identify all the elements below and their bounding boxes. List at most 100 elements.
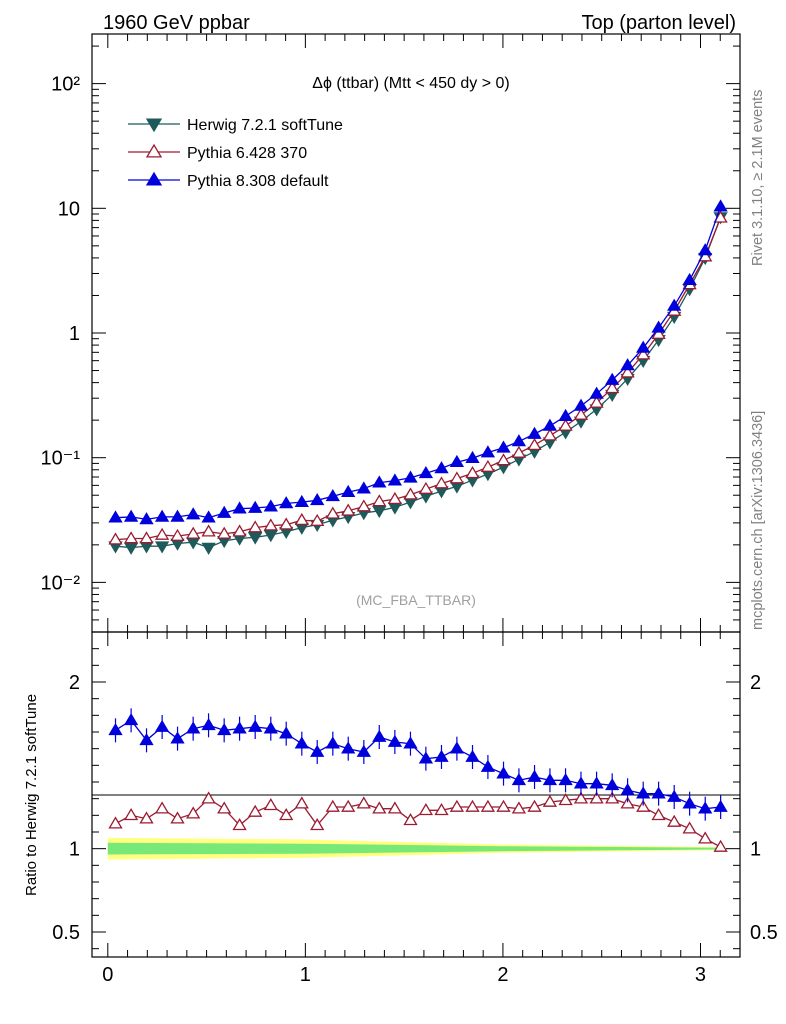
ratio-series-line: [115, 797, 721, 848]
ratio-data-point: [434, 803, 449, 816]
main-data-point: [387, 473, 403, 486]
ratio-data-point: [589, 791, 604, 804]
main-data-point: [573, 398, 589, 411]
main-data-point: [465, 450, 480, 464]
ratio-data-point: [310, 818, 325, 831]
ratio-data-point: [248, 719, 263, 732]
main-data-point: [651, 326, 666, 339]
main-y-tick-label: 1: [69, 323, 80, 345]
header-process: Top (parton level): [581, 12, 736, 34]
main-data-point: [108, 532, 123, 545]
ratio-data-point: [558, 793, 573, 806]
ratio-data-point: [589, 776, 604, 789]
main-data-point: [573, 407, 589, 420]
ratio-series-line: [115, 719, 721, 810]
ratio-y-tick-label-right: 2: [750, 672, 761, 694]
main-data-point: [372, 475, 387, 488]
ratio-band-inner: [107, 842, 721, 855]
ratio-data-point: [279, 808, 294, 821]
ratio-y-tick-label-left: 1: [69, 839, 80, 861]
ratio-data-point: [248, 804, 263, 817]
ratio-data-point: [372, 801, 387, 814]
ratio-series-1: [108, 708, 728, 821]
main-series-line: [115, 206, 722, 521]
main-data-point: [294, 512, 309, 526]
ratio-data-point: [325, 799, 340, 812]
ratio-data-point: [387, 801, 403, 814]
main-data-point: [667, 298, 682, 311]
main-data-point: [263, 530, 278, 543]
ratio-data-point: [713, 839, 728, 852]
ratio-data-point: [449, 741, 465, 754]
main-data-point: [248, 500, 263, 513]
main-data-point: [186, 507, 201, 520]
main-data-point: [449, 454, 465, 468]
ratio-data-point: [263, 721, 278, 734]
ratio-data-point: [496, 799, 511, 812]
ratio-panel: 0.5 0.5 1 1 2 2 0 1 2 3 Ratio to Herwig 7.2.1 sof…: [23, 631, 778, 986]
main-data-point: [325, 506, 340, 519]
ratio-data-point: [154, 801, 170, 814]
ratio-data-point: [186, 721, 201, 734]
ratio-data-point: [294, 736, 309, 749]
x-tick-label: 3: [695, 964, 706, 986]
main-data-point: [201, 510, 216, 523]
main-data-point: [605, 381, 620, 394]
ratio-data-point: [217, 723, 232, 736]
ratio-data-point: [682, 821, 697, 834]
ratio-data-point: [403, 736, 418, 749]
main-data-point: [449, 471, 465, 484]
main-data-point: [279, 496, 294, 509]
ratio-y-tick-label-right: 1: [750, 839, 761, 861]
ratio-series-group: [108, 708, 728, 852]
main-data-point: [496, 440, 511, 453]
ratio-data-point: [217, 801, 232, 814]
main-data-point: [651, 320, 666, 333]
ratio-data-point: [201, 718, 216, 731]
ratio-data-point: [651, 808, 666, 821]
ratio-data-point: [667, 814, 682, 827]
main-data-point: [465, 466, 480, 479]
ratio-data-point: [232, 721, 247, 734]
x-tick-label: 1: [300, 964, 311, 986]
ratio-data-point: [558, 773, 573, 786]
main-data-point: [201, 542, 216, 555]
ratio-data-point: [573, 776, 589, 789]
ratio-data-point: [403, 813, 418, 826]
main-data-point: [170, 509, 185, 522]
main-data-point: [636, 340, 651, 353]
main-data-point: [542, 428, 558, 441]
header-energy: 1960 GeV ppbar: [103, 12, 250, 34]
main-data-point: [403, 487, 418, 500]
main-data-point: [232, 524, 247, 537]
ratio-data-point: [108, 723, 123, 736]
ratio-axis-ticks: 0.5 0.5 1 1 2 2 0 1 2 3: [52, 632, 778, 986]
legend-marker: [145, 143, 163, 158]
ratio-data-point: [465, 799, 480, 812]
main-data-point: [387, 491, 403, 505]
main-data-point: [434, 476, 449, 489]
main-data-point: [263, 518, 278, 531]
ratio-data-point: [139, 733, 154, 746]
ratio-data-point: [605, 778, 620, 791]
main-series-line: [115, 216, 722, 549]
legend-marker: [145, 171, 163, 186]
ratio-data-point: [620, 796, 635, 809]
ratio-data-point: [511, 801, 527, 814]
ratio-data-point: [434, 749, 449, 762]
main-data-point: [341, 503, 356, 516]
ratio-data-point: [154, 719, 170, 732]
main-data-point: [418, 466, 434, 479]
ratio-data-point: [620, 783, 635, 796]
ratio-frame: [91, 631, 741, 958]
ratio-data-point: [356, 796, 371, 809]
ratio-data-point: [636, 799, 651, 812]
ratio-data-point: [294, 796, 309, 809]
ratio-data-point: [341, 799, 356, 812]
ratio-data-point: [341, 741, 356, 754]
ratio-data-point: [651, 786, 666, 799]
ratio-data-point: [713, 799, 728, 812]
ratio-data-point: [418, 751, 434, 764]
ratio-y-tick-label-left: 2: [69, 672, 80, 694]
ratio-data-point: [263, 798, 278, 811]
